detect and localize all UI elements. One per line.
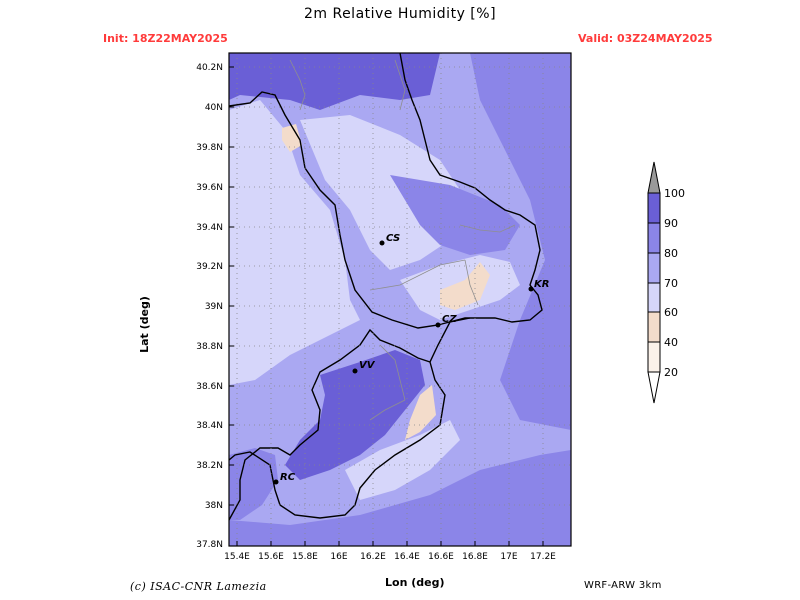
colorbar-gt90: [647, 192, 661, 224]
city-dot-vv: [352, 368, 358, 374]
field-gt90-south: [285, 350, 425, 480]
lat-tick-label: 40.2N: [196, 63, 223, 73]
lon-tick-label: 17.2E: [530, 552, 556, 562]
colorbar-label: 20: [664, 366, 678, 379]
init-time: Init: 18Z22MAY2025: [103, 32, 228, 45]
lon-tick-label: 15.4E: [224, 552, 250, 562]
city-dot-cz: [435, 322, 441, 328]
colorbar-40-60: [647, 311, 661, 343]
map-title: 2m Relative Humidity [%]: [303, 6, 497, 22]
lon-tick-label: 15.6E: [258, 552, 284, 562]
field-40-60-north: [282, 124, 302, 152]
city-label-kr: KR: [534, 279, 549, 290]
map-frame: [228, 52, 572, 547]
lon-tick-label: 15.8E: [292, 552, 318, 562]
axis-ticks: [229, 66, 544, 546]
colorbar-label: 100: [664, 187, 685, 200]
field-40-60-south: [405, 385, 436, 440]
colorbar-over-arrow: [647, 161, 661, 194]
colorbar-20-40: [647, 341, 661, 373]
field-80-90-strait: [229, 448, 278, 520]
province-borders: [289, 59, 516, 421]
x-axis-label: Lon (deg): [385, 576, 445, 589]
lon-tick-labels: 15.4E 15.6E 15.8E 16E 16.2E 16.4E 16.6E …: [224, 552, 556, 562]
lat-tick-label: 38.2N: [196, 461, 223, 471]
city-markers: CS KR CZ VV RC: [273, 233, 549, 485]
city-dot-rc: [273, 479, 279, 485]
city-dot-kr: [528, 286, 534, 292]
colorbar-80-90: [647, 222, 661, 254]
credit-text: (c) ISAC-CNR Lamezia: [130, 580, 267, 593]
city-label-vv: VV: [359, 360, 376, 371]
coastline: [229, 53, 543, 521]
lat-tick-label: 39N: [205, 302, 223, 312]
y-axis-label: Lat (deg): [137, 296, 151, 353]
lon-tick-label: 16.2E: [360, 552, 386, 562]
lon-tick-label: 16E: [330, 552, 347, 562]
lat-tick-label: 39.6N: [196, 183, 223, 193]
field-gt90-north: [229, 53, 440, 110]
colorbar-60-70: [647, 282, 661, 313]
field-80-90-east: [470, 53, 571, 430]
lat-tick-label: 38.6N: [196, 382, 223, 392]
colorbar-label: 80: [664, 247, 678, 260]
colorbar-under-arrow: [647, 371, 661, 404]
field-60-70-west: [229, 100, 360, 385]
lat-tick-label: 40N: [205, 103, 223, 113]
model-text: WRF-ARW 3km: [584, 580, 662, 591]
lon-tick-label: 17E: [500, 552, 517, 562]
field-40-60-isthmus: [440, 262, 490, 310]
lat-tick-label: 38N: [205, 501, 223, 511]
lon-tick-label: 16.6E: [428, 552, 454, 562]
lat-tick-label: 37.8N: [196, 540, 223, 550]
city-label-cz: CZ: [442, 314, 457, 325]
colorbar-label: 40: [664, 336, 678, 349]
field-80-90-south-sea: [229, 450, 571, 546]
lon-tick-label: 16.8E: [462, 552, 488, 562]
graticule: [229, 53, 571, 546]
lat-tick-labels: 40.2N 40N 39.8N 39.6N 39.4N 39.2N 39N 38…: [196, 63, 223, 550]
lon-tick-label: 16.4E: [394, 552, 420, 562]
colorbar: [647, 161, 661, 404]
humidity-field: [229, 53, 571, 546]
field-60-70-southcoast: [345, 420, 460, 500]
city-dot-cs: [379, 240, 385, 246]
colorbar-70-80: [647, 252, 661, 284]
lat-tick-label: 39.4N: [196, 223, 223, 233]
lat-tick-label: 39.2N: [196, 262, 223, 272]
colorbar-label: 90: [664, 217, 678, 230]
city-label-rc: RC: [280, 472, 296, 483]
lat-tick-label: 39.8N: [196, 143, 223, 153]
valid-time: Valid: 03Z24MAY2025: [578, 32, 713, 45]
field-80-90-sila: [390, 175, 520, 255]
lat-tick-label: 38.4N: [196, 421, 223, 431]
colorbar-label: 60: [664, 306, 678, 319]
city-label-cs: CS: [386, 233, 400, 244]
colorbar-label: 70: [664, 277, 678, 290]
colorbar-labels: 100 90 80 70 60 40 20: [664, 187, 685, 379]
lat-tick-label: 38.8N: [196, 342, 223, 352]
